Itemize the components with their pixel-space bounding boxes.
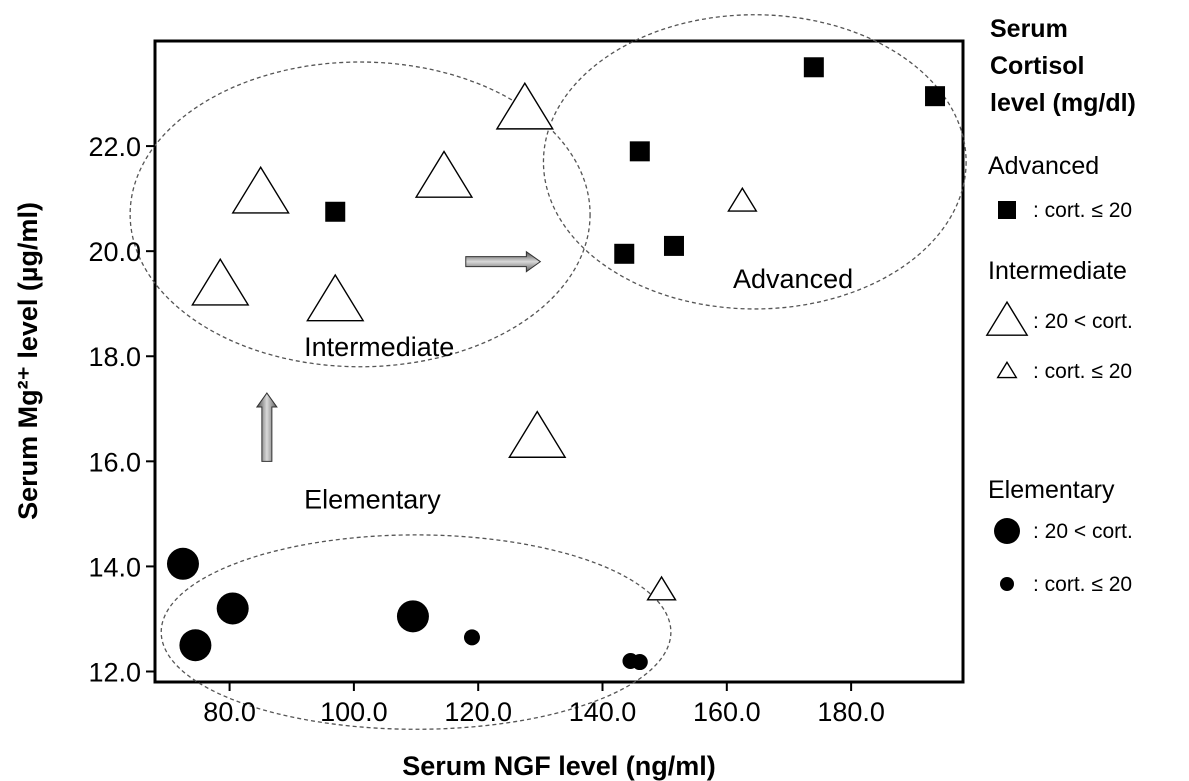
region-label-intermediate: Intermediate [304, 332, 454, 362]
point-intermediate-triangle-small-2 [727, 186, 758, 212]
point-intermediate-triangle-large-3 [306, 273, 365, 322]
region-label-advanced: Advanced [733, 264, 853, 294]
point-elementary-circle-large-4 [396, 600, 429, 633]
region-annotations: Advanced Intermediate Elementary [304, 264, 853, 515]
legend-label-advanced-1: : cort. ≤ 20 [1033, 199, 1132, 222]
x-tick-label: 140.0 [569, 697, 637, 727]
y-tick-label: 12.0 [88, 657, 141, 687]
legend: Serum Cortisol level (mg/dl) Advanced : cort… [985, 15, 1136, 596]
point-elementary-circle-large-3 [216, 592, 249, 625]
legend-marker-elementary-circle-large [994, 518, 1020, 544]
group-outline-elementary [160, 534, 672, 730]
legend-group-elementary: Elementary [988, 476, 1115, 504]
x-tick-label: 180.0 [817, 697, 885, 727]
point-elementary-circle-large-2 [179, 629, 212, 662]
point-intermediate-triangle-large-6 [508, 410, 567, 458]
data-points [166, 57, 946, 671]
legend-group-intermediate: Intermediate [988, 257, 1127, 285]
point-elementary-circle-small-1 [463, 629, 480, 646]
legend-label-elementary-1: : 20 < cort. [1033, 520, 1133, 543]
axes: 80.0 100.0 120.0 140.0 160.0 180.0 12.0 14.0 16.… [88, 132, 884, 727]
point-intermediate-triangle-large-1 [191, 257, 250, 306]
y-tick-label: 20.0 [88, 237, 141, 267]
legend-marker-elementary-circle-small [1000, 577, 1014, 591]
legend-marker-advanced-square [998, 201, 1016, 219]
legend-title-line: Serum [990, 15, 1068, 43]
x-tick-label: 160.0 [693, 697, 761, 727]
point-advanced-square-2 [614, 243, 635, 264]
point-elementary-circle-large-1 [166, 547, 199, 580]
point-intermediate-triangle-large-4 [414, 150, 474, 198]
x-tick-label: 120.0 [444, 697, 512, 727]
group-outlines [129, 14, 967, 730]
legend-label-elementary-2: : cort. ≤ 20 [1033, 573, 1132, 596]
point-advanced-square-3 [629, 141, 650, 162]
point-advanced-square-5 [803, 57, 824, 78]
region-label-elementary: Elementary [304, 485, 441, 515]
point-intermediate-triangle-large-5 [495, 81, 554, 130]
y-tick-label: 14.0 [88, 552, 141, 582]
legend-label-intermediate-1: : 20 < cort. [1033, 310, 1133, 333]
point-advanced-square-6 [925, 86, 946, 107]
point-intermediate-triangle-large-2 [231, 165, 290, 214]
group-outline-intermediate [129, 61, 591, 368]
legend-marker-intermediate-triangle-small [996, 360, 1018, 379]
arrow-right [465, 250, 542, 273]
legend-label-intermediate-2: : cort. ≤ 20 [1033, 360, 1132, 383]
point-intermediate-triangle-small-1 [646, 575, 677, 601]
group-outline-advanced [542, 14, 967, 310]
y-tick-label: 18.0 [88, 342, 141, 372]
y-tick-label: 22.0 [88, 132, 141, 162]
legend-title-line: level (mg/dl) [990, 89, 1136, 117]
point-advanced-square-4 [663, 235, 684, 256]
arrow-up [255, 392, 278, 462]
x-tick-label: 80.0 [203, 697, 256, 727]
x-axis-title: Serum NGF level (ng/ml) [402, 751, 716, 781]
point-advanced-square-1 [325, 201, 346, 222]
progression-arrows [255, 250, 542, 462]
legend-title-line: Cortisol [990, 52, 1084, 80]
point-elementary-circle-small-3 [631, 654, 648, 671]
y-tick-label: 16.0 [88, 447, 141, 477]
legend-group-advanced: Advanced [988, 152, 1099, 180]
y-axis-title: Serum Mg²⁺ level (µg/ml) [13, 202, 43, 520]
x-tick-label: 100.0 [320, 697, 388, 727]
legend-marker-intermediate-triangle-large [985, 300, 1029, 336]
plot-area-frame [153, 39, 965, 684]
